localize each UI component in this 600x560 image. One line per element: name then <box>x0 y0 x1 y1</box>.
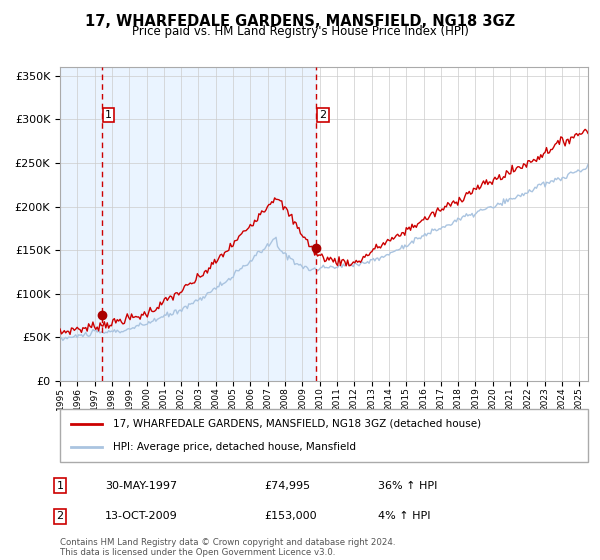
Text: 13-OCT-2009: 13-OCT-2009 <box>105 511 178 521</box>
Text: Price paid vs. HM Land Registry's House Price Index (HPI): Price paid vs. HM Land Registry's House … <box>131 25 469 38</box>
Text: 2: 2 <box>56 511 64 521</box>
Text: 17, WHARFEDALE GARDENS, MANSFIELD, NG18 3GZ (detached house): 17, WHARFEDALE GARDENS, MANSFIELD, NG18 … <box>113 419 481 429</box>
Text: 36% ↑ HPI: 36% ↑ HPI <box>378 480 437 491</box>
Text: 4% ↑ HPI: 4% ↑ HPI <box>378 511 431 521</box>
Text: HPI: Average price, detached house, Mansfield: HPI: Average price, detached house, Mans… <box>113 442 356 452</box>
FancyBboxPatch shape <box>60 409 588 462</box>
Text: 2: 2 <box>319 110 326 120</box>
Text: £153,000: £153,000 <box>264 511 317 521</box>
Text: Contains HM Land Registry data © Crown copyright and database right 2024.
This d: Contains HM Land Registry data © Crown c… <box>60 538 395 557</box>
Text: £74,995: £74,995 <box>264 480 310 491</box>
Bar <box>60 67 316 381</box>
Text: 1: 1 <box>105 110 112 120</box>
Text: 17, WHARFEDALE GARDENS, MANSFIELD, NG18 3GZ: 17, WHARFEDALE GARDENS, MANSFIELD, NG18 … <box>85 14 515 29</box>
Text: 1: 1 <box>56 480 64 491</box>
Text: 30-MAY-1997: 30-MAY-1997 <box>105 480 177 491</box>
